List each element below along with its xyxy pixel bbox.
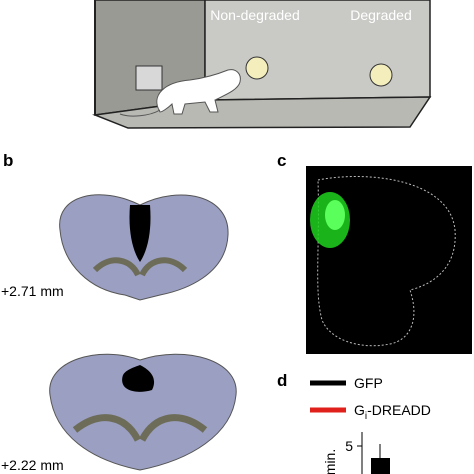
- y-axis-label: min.: [322, 449, 338, 474]
- bar: [371, 458, 390, 474]
- legend-label: Gi-DREADD: [354, 402, 431, 422]
- brain-section: [49, 353, 237, 471]
- legend-label: -DREADD: [367, 402, 431, 418]
- operant-box: [92, 0, 432, 129]
- legend-label: GFP: [354, 375, 383, 391]
- section-coordinate: +2.22 mm: [1, 457, 64, 473]
- brain-section: [59, 194, 229, 301]
- panel-label: b: [3, 151, 13, 170]
- panel-label: d: [277, 371, 287, 390]
- legend-subscript: i: [365, 411, 367, 422]
- lever-label: Degraded: [350, 7, 412, 23]
- fluorescence-image: [306, 166, 472, 354]
- panel-label: c: [277, 151, 286, 170]
- legend-label: G: [354, 402, 365, 418]
- y-tick-label: 5: [345, 438, 353, 454]
- section-coordinate: +2.71 mm: [1, 283, 64, 299]
- lever-label: Non-degraded: [210, 7, 300, 23]
